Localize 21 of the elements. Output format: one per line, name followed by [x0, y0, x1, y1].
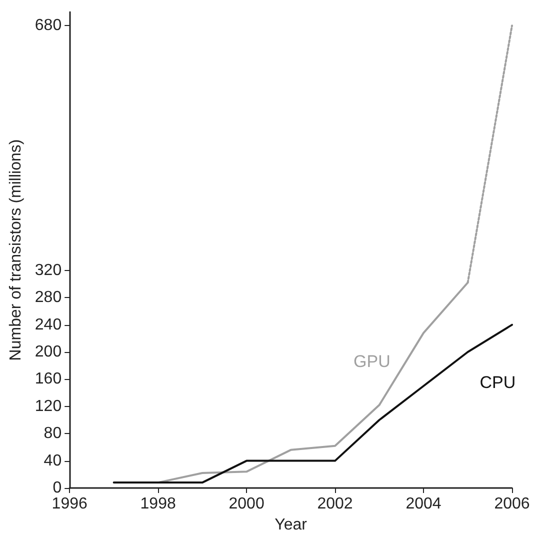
y-tick-label: 80	[44, 425, 62, 442]
y-tick-label: 240	[34, 316, 62, 334]
y-tick-label: 680	[34, 17, 62, 34]
y-axis-title: Number of transistors (millions)	[8, 139, 24, 361]
x-tick-label: 1998	[140, 496, 176, 512]
y-tick-label: 320	[34, 262, 62, 279]
x-tick-label: 2006	[494, 496, 530, 512]
series-label: CPU	[480, 373, 516, 392]
y-tick-label: 160	[34, 370, 62, 388]
x-axis-title: Year	[274, 516, 308, 534]
x-tick-label: 2004	[406, 496, 442, 512]
x-tick-label: 1996	[52, 496, 88, 512]
y-tick-label: 40	[44, 452, 62, 470]
y-tick-label: 280	[34, 289, 62, 306]
y-tick-label: 0	[52, 480, 62, 496]
x-tick-label: 2000	[228, 496, 264, 512]
y-tick-label: 200	[34, 344, 62, 360]
series-label: GPU	[354, 352, 390, 371]
line-series	[112, 324, 513, 484]
y-tick-label: 120	[34, 398, 62, 415]
x-tick-label: 2002	[317, 496, 353, 512]
